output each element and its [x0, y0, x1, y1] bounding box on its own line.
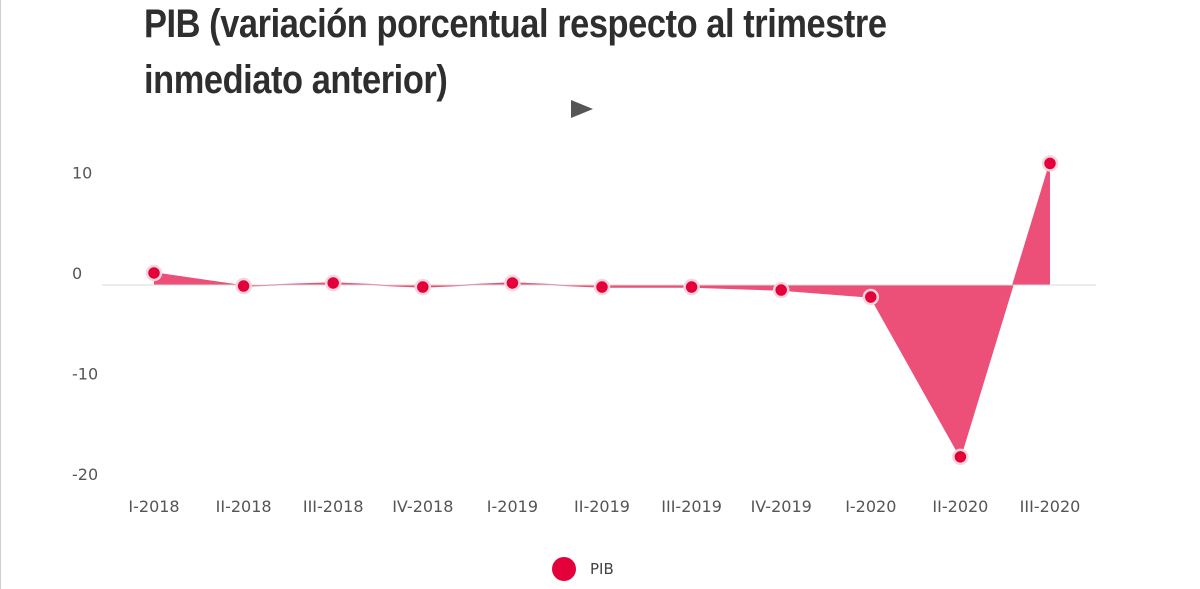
- y-tick-label: -10: [72, 365, 98, 384]
- series-area-layer: [153, 163, 1051, 459]
- y-tick-label: 10: [72, 164, 92, 183]
- chart-title: PIB (variación porcentual respecto al tr…: [144, 2, 887, 102]
- x-tick-label: III-2019: [661, 497, 722, 516]
- x-tick-label: II-2020: [932, 497, 988, 516]
- data-point[interactable]: [324, 274, 342, 292]
- data-point[interactable]: [862, 288, 880, 306]
- data-point[interactable]: [414, 278, 432, 296]
- x-tick-label: I-2020: [845, 497, 896, 516]
- x-axis: I-2018 II-2018 III-2018 IV-2018 I-2019 II-201…: [128, 497, 1080, 516]
- y-tick-label: 0: [72, 264, 82, 283]
- data-point[interactable]: [1041, 155, 1059, 172]
- data-point[interactable]: [683, 278, 700, 296]
- x-tick-label: II-2019: [574, 497, 630, 516]
- legend-label: PIB: [590, 560, 614, 578]
- x-tick-label: IV-2019: [751, 497, 812, 516]
- x-tick-label: I-2019: [487, 497, 538, 516]
- y-tick-label: -20: [72, 465, 98, 484]
- x-tick-label: III-2018: [303, 497, 364, 516]
- y-axis: 10 0 -10 -20: [72, 164, 98, 485]
- x-tick-label: II-2018: [216, 497, 272, 516]
- play-icon[interactable]: [571, 100, 593, 118]
- legend-marker: [552, 557, 576, 581]
- data-point[interactable]: [235, 277, 252, 295]
- data-point[interactable]: [593, 278, 611, 296]
- series-points: [145, 155, 1059, 466]
- series-area: [154, 163, 1050, 457]
- data-point[interactable]: [772, 281, 790, 299]
- x-tick-label: IV-2018: [392, 497, 453, 516]
- x-tick-label: III-2020: [1020, 497, 1081, 516]
- x-tick-label: I-2018: [128, 497, 179, 516]
- data-point[interactable]: [145, 264, 163, 282]
- frame-border: [0, 0, 1, 589]
- legend[interactable]: PIB: [552, 556, 614, 582]
- data-point[interactable]: [952, 448, 969, 466]
- data-point[interactable]: [504, 274, 521, 292]
